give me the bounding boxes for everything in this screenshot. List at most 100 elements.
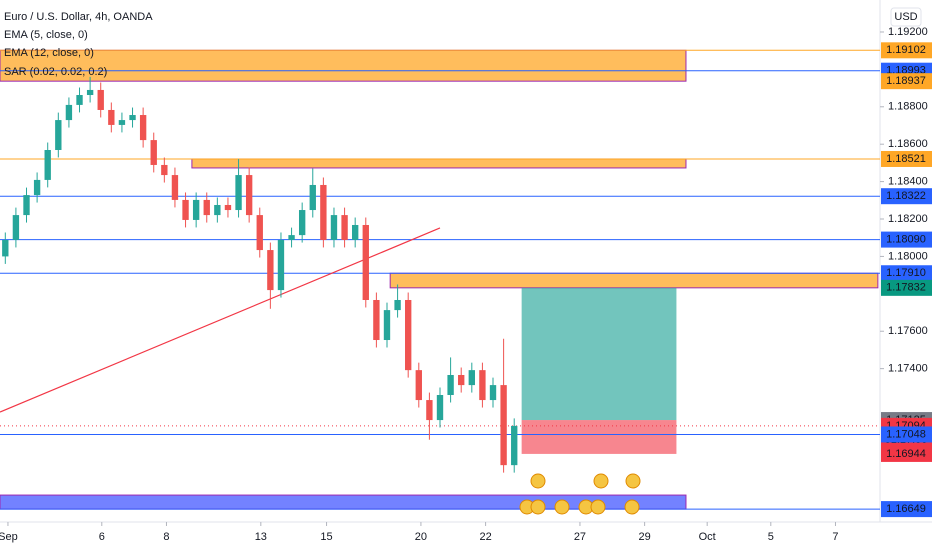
candle-body [182, 199, 189, 220]
position-stop [521, 420, 677, 454]
price-label-bg [881, 501, 932, 518]
candle-body [500, 385, 507, 466]
event-icon[interactable] [624, 499, 640, 515]
price-label-bg [881, 42, 932, 59]
price-label: 1.17910 [886, 267, 926, 279]
candle-body [86, 89, 94, 96]
price-label: 1.18090 [886, 233, 926, 245]
price-label: 1.19102 [886, 44, 926, 56]
candle-body [55, 120, 62, 150]
event-icon[interactable] [593, 473, 609, 489]
x-tick-label: 7 [832, 531, 838, 543]
candle-body [320, 184, 327, 240]
candle-body [277, 239, 285, 291]
price-label-bg [881, 73, 932, 90]
x-tick-label: Oct [699, 531, 716, 543]
candle-body [489, 385, 497, 401]
x-tick-label: 27 [574, 531, 586, 543]
event-icon[interactable] [590, 499, 606, 515]
candle-body [405, 299, 412, 371]
y-tick-label: 1.17400 [888, 363, 928, 375]
candle-body [245, 175, 253, 216]
event-icon[interactable] [530, 473, 546, 489]
price-label-bg [881, 445, 932, 462]
candle-body [44, 149, 51, 180]
candle-body [415, 370, 422, 401]
candle-body [267, 250, 274, 291]
y-tick-label: 1.18800 [888, 101, 928, 113]
candle-body [224, 204, 232, 211]
price-label-bg [881, 231, 932, 248]
candle-body [511, 425, 518, 466]
candle-body [129, 115, 136, 121]
candle-body [383, 310, 391, 341]
price-label-bg [881, 279, 932, 296]
event-icon[interactable] [625, 473, 641, 489]
x-tick-label: 29 [639, 531, 651, 543]
y-tick-label: 1.19200 [888, 26, 928, 38]
candle-body [341, 215, 348, 240]
price-label: 1.18322 [886, 190, 926, 202]
candle-body [362, 224, 369, 300]
candle-body [118, 120, 126, 125]
candle-body [192, 199, 200, 220]
y-tick-label: 1.18200 [888, 213, 928, 225]
candle-body [447, 374, 454, 396]
indicator-label: SAR (0.02, 0.02, 0.2) [4, 66, 107, 78]
event-icons [519, 473, 641, 515]
candle-body [256, 215, 263, 251]
indicator-label: EMA (5, close, 0) [4, 29, 88, 41]
candle-body [235, 175, 242, 211]
candle-body [479, 370, 486, 401]
price-label-bg [881, 188, 932, 205]
candle-body [161, 164, 168, 176]
indicator-label: EMA (12, close, 0) [4, 47, 94, 59]
price-label: 1.18521 [886, 153, 926, 165]
price-label: 1.16649 [886, 503, 926, 515]
event-icon[interactable] [530, 499, 546, 515]
candle-body [426, 400, 433, 421]
x-tick-label: 5 [768, 531, 774, 543]
candle-body [214, 204, 221, 216]
price-label: 1.16944 [886, 448, 926, 460]
x-tick-label: 22 [479, 531, 491, 543]
zone [191, 158, 687, 169]
candle-body [394, 299, 401, 311]
currency-label: USD [894, 11, 917, 23]
x-tick-label: 15 [320, 531, 332, 543]
event-icon[interactable] [554, 499, 570, 515]
candle-body [12, 215, 20, 240]
y-tick-label: 1.18400 [888, 176, 928, 188]
currency-box[interactable] [890, 7, 922, 27]
x-tick-label: 6 [99, 531, 105, 543]
zone [0, 49, 687, 82]
candle-body [23, 195, 30, 216]
zone [389, 272, 879, 289]
candle-body [352, 224, 359, 240]
candle-body [97, 89, 104, 110]
chart-title: Euro / U.S. Dollar, 4h, OANDA [4, 11, 153, 23]
position-target [521, 287, 677, 421]
price-label-bg [881, 265, 932, 282]
price-label: 1.17832 [886, 282, 926, 294]
plot [0, 49, 880, 510]
price-label-bg [881, 426, 932, 443]
candle-body [33, 179, 41, 196]
candle-body [2, 239, 9, 257]
candle-body [76, 95, 83, 105]
candle-body [65, 104, 73, 121]
legend-bg [0, 27, 112, 43]
candle-body [468, 370, 475, 386]
candle-body [139, 115, 147, 141]
x-tick-label: 8 [163, 531, 169, 543]
y-tick-label: 1.17600 [888, 325, 928, 337]
x-tick-label: 13 [255, 531, 267, 543]
candle-body [309, 184, 316, 211]
y-tick-label: 1.18600 [888, 138, 928, 150]
candle-body [203, 199, 210, 216]
candle-body [108, 109, 115, 125]
x-tick-label: Sep [0, 531, 18, 543]
candle-body [298, 210, 306, 236]
price-label-bg [881, 150, 932, 167]
